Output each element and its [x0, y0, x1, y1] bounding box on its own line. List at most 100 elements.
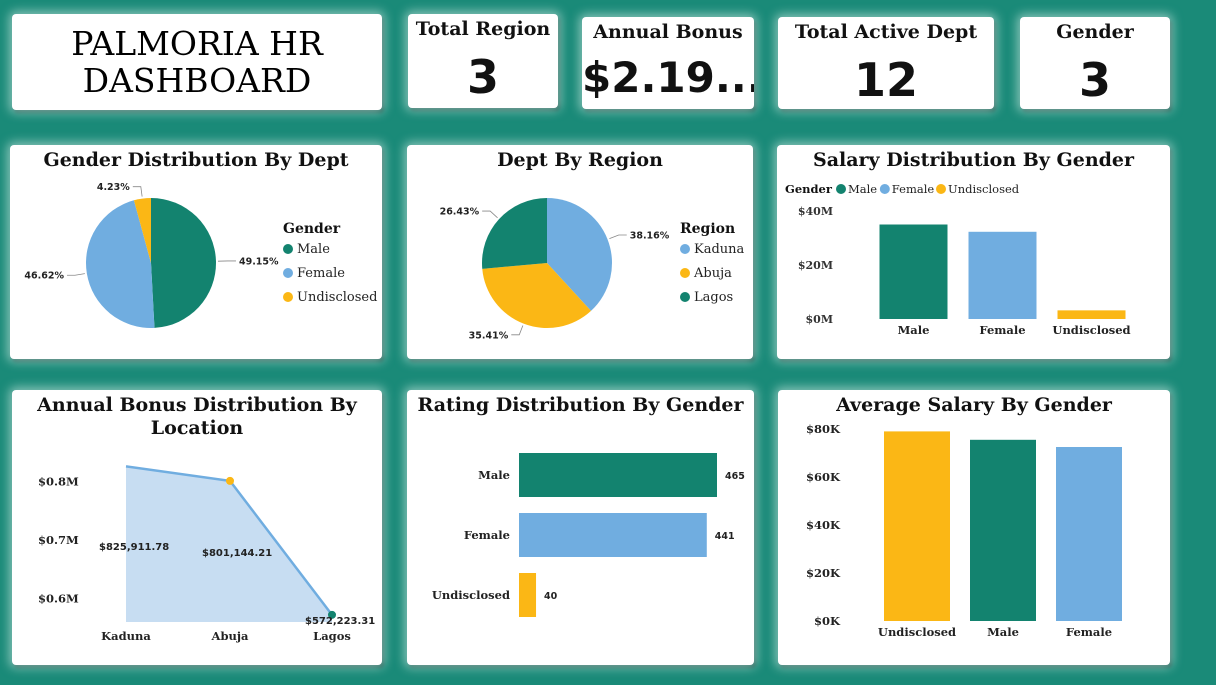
legend-label: Male	[848, 182, 877, 196]
data-label: $801,144.21	[202, 548, 272, 559]
bar-undisclosed	[519, 573, 537, 617]
pie-slice-lagos	[482, 198, 547, 269]
y-tick-label: $0K	[814, 614, 841, 628]
chart-card-dept-by-region: Dept By Region 38.16% 35.41% 26.43% Region K…	[407, 145, 753, 359]
y-tick-label: $0.7M	[38, 533, 79, 547]
dept-by-region-pie-chart: 38.16% 35.41% 26.43% Region Kaduna Abuja Lagos	[440, 198, 745, 341]
bar-male	[519, 453, 717, 497]
pie-data-label: 26.43%	[440, 207, 480, 218]
legend-marker	[680, 244, 690, 254]
pie-leader-line	[66, 273, 85, 276]
legend-marker	[680, 292, 690, 302]
bar-female	[968, 231, 1037, 319]
legend-label: Kaduna	[694, 242, 745, 257]
data-label: $825,911.78	[99, 542, 169, 553]
legend-marker	[283, 268, 293, 278]
x-tick-label: Male	[987, 625, 1019, 639]
legend-marker	[836, 184, 846, 194]
chart-card-average-salary: Average Salary By Gender $0K $20K $40K $60K…	[778, 390, 1170, 665]
legend-title: Gender	[785, 182, 833, 196]
x-tick-label: Kaduna	[101, 629, 151, 643]
legend-marker	[283, 292, 293, 302]
kpi-value: 3	[466, 50, 499, 104]
chart-title: Average Salary By Gender	[836, 394, 1112, 416]
legend-label: Undisclosed	[948, 182, 1020, 196]
chart-card-annual-bonus-by-location: Annual Bonus Distribution By Location $0…	[12, 390, 382, 665]
y-tick-label: $60K	[806, 470, 841, 484]
pie-slice-female	[86, 200, 155, 328]
y-tick-label: $40M	[798, 205, 833, 218]
kpi-card-gender: Gender 3	[1020, 17, 1170, 109]
legend-label: Lagos	[694, 290, 733, 305]
legend-label: Male	[297, 242, 330, 257]
x-tick-label: Female	[979, 323, 1025, 337]
y-tick-label: $80K	[806, 422, 841, 436]
data-label: 441	[715, 531, 735, 542]
kpi-label: Gender	[1056, 21, 1134, 43]
pie-data-label: 46.62%	[24, 271, 64, 282]
x-tick-label: Undisclosed	[878, 625, 956, 639]
kpi-label: Annual Bonus	[593, 21, 743, 43]
pie-leader-line	[609, 234, 627, 240]
y-tick-label: Male	[478, 468, 510, 482]
chart-card-gender-distribution: Gender Distribution By Dept 49.15% 46.62%…	[10, 145, 382, 359]
y-tick-label: Undisclosed	[432, 588, 510, 602]
y-tick-label: $0.6M	[38, 592, 79, 606]
pie-data-label: 38.16%	[630, 231, 670, 242]
x-tick-label: Lagos	[313, 629, 351, 643]
x-tick-label: Undisclosed	[1052, 323, 1130, 337]
x-tick-label: Male	[898, 323, 930, 337]
data-label: 40	[544, 591, 558, 602]
chart-title: Annual Bonus Distribution By Location	[37, 394, 357, 439]
pie-data-label: 4.23%	[97, 182, 130, 193]
chart-title: Salary Distribution By Gender	[812, 149, 1135, 171]
chart-card-salary-distribution: Salary Distribution By Gender Gender Male…	[777, 145, 1170, 359]
point-marker-abuja	[226, 476, 234, 485]
legend-label: Female	[892, 182, 935, 196]
bonus-area	[126, 466, 332, 622]
legend-title: Gender	[283, 221, 341, 237]
x-tick-label: Female	[1066, 625, 1112, 639]
kpi-card-total-region: Total Region 3	[408, 14, 558, 108]
pie-leader-line	[132, 186, 143, 197]
bar-female	[519, 513, 707, 557]
rating-distribution-bar-chart: Male 465 Female 441 Undisclosed 40	[432, 453, 745, 617]
data-label: $572,223.31	[305, 616, 375, 627]
bar-male	[879, 224, 948, 319]
chart-card-rating-distribution: Rating Distribution By Gender Male 465 Fem…	[407, 390, 754, 665]
dashboard-title: PALMORIA HR DASHBOARD	[71, 24, 323, 100]
legend-marker	[680, 268, 690, 278]
bar-undisclosed	[1057, 310, 1126, 319]
dashboard-title-card: PALMORIA HR DASHBOARD	[12, 14, 382, 110]
data-label: 465	[725, 471, 745, 482]
y-tick-label: $20M	[798, 259, 833, 272]
pie-data-label: 49.15%	[239, 256, 279, 267]
pie-slice-kaduna	[547, 198, 612, 311]
chart-title: Dept By Region	[497, 149, 663, 171]
pie-slice-abuja	[482, 263, 592, 328]
kpi-value: 12	[853, 53, 918, 107]
kpi-card-annual-bonus: Annual Bonus $2.19...	[582, 17, 754, 109]
pie-data-label: 35.41%	[469, 330, 509, 341]
kpi-label: Total Region	[415, 18, 551, 40]
kpi-card-total-active-dept: Total Active Dept 12	[778, 17, 994, 109]
kpi-value: $2.19...	[582, 53, 754, 102]
annual-bonus-area-chart: $0.6M $0.7M $0.8M Kaduna Abuja Lagos $825,911.…	[38, 465, 375, 643]
pie-leader-line	[511, 325, 524, 336]
legend-label: Abuja	[693, 266, 732, 281]
pie-slice-undisclosed	[133, 198, 151, 263]
chart-title: Rating Distribution By Gender	[417, 394, 744, 416]
x-tick-label: Abuja	[211, 629, 249, 643]
legend-marker	[936, 184, 946, 194]
point-marker-lagos	[328, 610, 336, 619]
salary-distribution-bar-chart: Gender Male Female Undisclosed $0M $20M $40M Ma…	[785, 182, 1131, 337]
bar-male	[970, 439, 1036, 621]
chart-title: Gender Distribution By Dept	[43, 149, 349, 171]
bar-undisclosed	[884, 431, 950, 621]
legend-label: Undisclosed	[297, 290, 377, 305]
kpi-value: 3	[1078, 53, 1111, 107]
legend-title: Region	[680, 221, 735, 237]
y-tick-label: $0M	[806, 313, 833, 326]
legend-marker	[283, 244, 293, 254]
legend-label: Female	[297, 266, 345, 281]
